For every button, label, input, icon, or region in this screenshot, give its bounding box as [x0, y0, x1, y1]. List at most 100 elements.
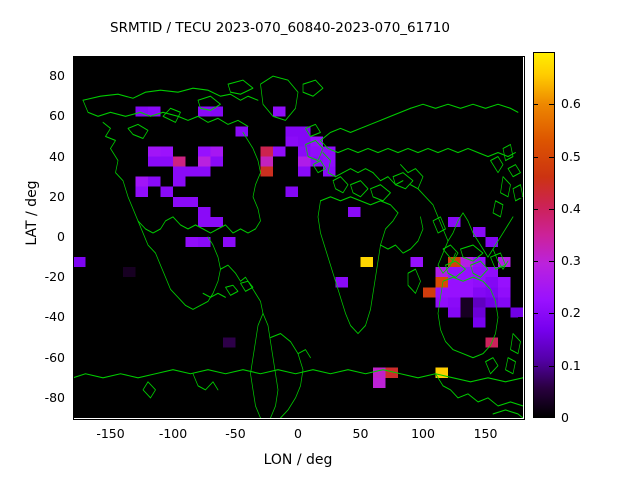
data-cell	[223, 237, 236, 248]
y-tick-mark	[518, 317, 523, 318]
data-cell	[460, 277, 473, 288]
x-tick-label: -150	[96, 426, 125, 441]
data-cell	[473, 226, 486, 237]
data-cell	[485, 297, 498, 308]
x-tick-label: -100	[158, 426, 188, 441]
data-cell	[198, 206, 211, 217]
data-cell	[198, 237, 211, 248]
y-tick-mark	[73, 237, 78, 238]
data-cell	[448, 307, 461, 318]
data-cell	[285, 126, 298, 137]
data-cell	[235, 126, 248, 137]
x-tick-mark	[298, 56, 299, 61]
y-tick-label: 20	[49, 188, 65, 204]
data-cell	[298, 156, 311, 167]
x-tick-mark	[111, 413, 112, 418]
y-axis-label: LAT / deg	[24, 180, 40, 246]
data-cell	[323, 166, 336, 177]
y-tick-mark	[518, 157, 523, 158]
data-cell	[485, 277, 498, 288]
data-cell	[298, 136, 311, 147]
data-cell	[460, 297, 473, 308]
y-tick-mark	[73, 317, 78, 318]
data-cell	[198, 106, 211, 117]
y-tick-mark	[73, 116, 78, 117]
y-tick-mark	[73, 76, 78, 77]
y-tick-label: -40	[44, 309, 65, 325]
x-axis-label: LON / deg	[263, 452, 333, 468]
colorbar-tick-mark	[533, 366, 538, 367]
data-cell	[310, 156, 323, 167]
data-cell	[335, 277, 348, 288]
data-cell	[473, 287, 486, 298]
colorbar-tick-mark	[533, 209, 538, 210]
x-tick-mark	[298, 413, 299, 418]
data-cell	[460, 287, 473, 298]
data-cell	[260, 166, 273, 177]
colorbar-tick-mark	[533, 261, 538, 262]
colorbar-gradient	[534, 53, 554, 417]
data-cell	[198, 216, 211, 227]
colorbar-tick-label: 0	[561, 410, 569, 425]
data-cell	[160, 186, 173, 197]
colorbar-tick-label: 0.6	[561, 96, 581, 112]
data-cell	[448, 287, 461, 298]
map-plot-area	[73, 56, 523, 418]
data-cell	[435, 287, 448, 298]
data-cell	[285, 136, 298, 147]
data-cell	[435, 277, 448, 288]
chart-title: SRMTID / TECU 2023-070_60840-2023-070_61…	[110, 20, 450, 36]
data-cell	[135, 106, 148, 117]
data-cell	[135, 186, 148, 197]
x-tick-mark	[173, 413, 174, 418]
y-tick-label: 80	[49, 68, 65, 84]
data-cell	[460, 307, 473, 318]
data-cell	[435, 267, 448, 278]
data-cell	[173, 176, 186, 187]
colorbar-tick-mark	[549, 104, 554, 105]
data-cell	[160, 156, 173, 167]
x-tick-mark	[236, 413, 237, 418]
y-tick-mark	[518, 116, 523, 117]
data-cell	[298, 166, 311, 177]
data-cell	[435, 367, 448, 378]
y-tick-mark	[73, 398, 78, 399]
data-cell	[460, 267, 473, 278]
data-cell	[210, 106, 223, 117]
y-tick-mark	[518, 76, 523, 77]
x-tick-mark	[361, 413, 362, 418]
data-cell	[185, 237, 198, 248]
y-tick-mark	[518, 398, 523, 399]
data-cell	[448, 277, 461, 288]
y-tick-mark	[73, 157, 78, 158]
x-tick-label: 50	[352, 426, 369, 441]
data-cell	[423, 287, 436, 298]
data-cell	[448, 216, 461, 227]
data-cell	[473, 277, 486, 288]
y-tick-mark	[518, 197, 523, 198]
x-tick-mark	[173, 56, 174, 61]
data-cell	[360, 257, 373, 268]
x-tick-mark	[486, 56, 487, 61]
data-cell	[123, 267, 136, 278]
colorbar-tick-label: 0.2	[561, 305, 581, 321]
y-tick-label: 0	[57, 229, 65, 244]
y-tick-mark	[518, 237, 523, 238]
data-cell	[198, 156, 211, 167]
y-tick-mark	[73, 277, 78, 278]
data-cell	[148, 176, 161, 187]
y-tick-label: -20	[44, 269, 65, 285]
data-cell	[310, 146, 323, 157]
x-tick-mark	[361, 56, 362, 61]
y-tick-label: -80	[44, 389, 65, 405]
data-cell	[510, 307, 523, 318]
data-cell	[448, 297, 461, 308]
y-tick-mark	[518, 358, 523, 359]
data-cell	[273, 146, 286, 157]
colorbar-tick-label: 0.3	[561, 253, 581, 269]
colorbar-tick-mark	[549, 261, 554, 262]
data-cell	[410, 257, 423, 268]
data-cell	[485, 267, 498, 278]
y-tick-label: -60	[44, 349, 65, 365]
